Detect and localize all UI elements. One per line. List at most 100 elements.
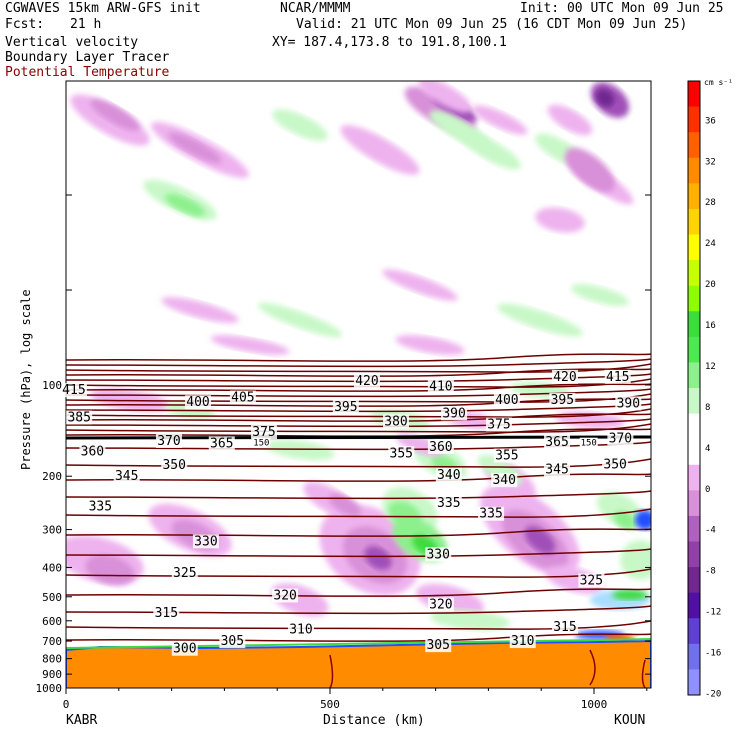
colorbar-label: 32 bbox=[705, 157, 716, 167]
theta-label: 390 bbox=[442, 406, 465, 421]
colorbar-label: 16 bbox=[705, 321, 716, 331]
colorbar-swatch bbox=[688, 464, 700, 491]
theta-contour-labels: 415 400 405 420 410 400 395 420 415 390 395 390 385 3… bbox=[60, 369, 642, 657]
theta-label: 375 bbox=[252, 425, 275, 440]
colorbar-swatch bbox=[688, 183, 700, 210]
header-center: NCAR/MMMM bbox=[280, 1, 351, 16]
theta-contour bbox=[66, 548, 651, 558]
theta-contour bbox=[66, 358, 651, 368]
colorbar-label: -8 bbox=[705, 567, 716, 577]
theta-contour bbox=[66, 588, 651, 597]
theta-label: 410 bbox=[429, 379, 452, 394]
theta-contour bbox=[66, 508, 651, 518]
theta-label: 300 bbox=[173, 642, 196, 657]
station-right: KOUN bbox=[614, 713, 645, 728]
w-shading-cell bbox=[429, 110, 491, 150]
theta-label: 375 bbox=[487, 417, 510, 432]
theta-label: 340 bbox=[437, 468, 460, 483]
theta-label: 360 bbox=[81, 445, 104, 460]
w-shading-cell bbox=[168, 132, 222, 164]
w-shading-cell bbox=[612, 590, 648, 600]
theta-label: 325 bbox=[173, 566, 196, 581]
theta-label: 340 bbox=[492, 473, 515, 488]
colorbar-swatch bbox=[688, 388, 700, 415]
tropopause-label: 150 bbox=[253, 439, 269, 449]
theta-contour bbox=[66, 418, 651, 428]
header-field-tracer: Boundary Layer Tracer bbox=[5, 50, 170, 65]
theta-label: 325 bbox=[580, 574, 603, 589]
colorbar-swatch bbox=[688, 439, 700, 466]
theta-contour bbox=[66, 633, 651, 642]
theta-contour bbox=[66, 368, 651, 377]
theta-contour bbox=[66, 528, 651, 537]
theta-contour bbox=[66, 353, 651, 362]
theta-label: 395 bbox=[334, 400, 357, 415]
w-shading-cell bbox=[272, 109, 328, 141]
theta-label: 420 bbox=[355, 374, 378, 389]
colorbar-swatch bbox=[688, 643, 700, 670]
colorbar: 36 32 28 24 20 16 12 8 4 0 -4 -8 -12 -16 -20 bbox=[687, 80, 721, 699]
theta-label: 350 bbox=[162, 458, 185, 473]
tropopause-label: 150 bbox=[581, 439, 597, 449]
colorbar-swatch bbox=[688, 132, 700, 159]
colorbar-label: 20 bbox=[705, 280, 716, 290]
colorbar-swatch bbox=[688, 157, 700, 184]
colorbar-swatch bbox=[688, 669, 700, 696]
colorbar-swatch bbox=[688, 592, 700, 619]
colorbar-units: cm s⁻¹ bbox=[704, 78, 733, 87]
colorbar-swatch bbox=[688, 208, 700, 235]
w-shading-cell bbox=[257, 302, 343, 338]
theta-contour bbox=[66, 363, 651, 373]
colorbar-swatch bbox=[688, 618, 700, 645]
w-shading-cell bbox=[570, 284, 630, 306]
colorbar-label: -12 bbox=[705, 608, 721, 618]
colorbar-label: 24 bbox=[705, 239, 716, 249]
w-shading-cell bbox=[164, 193, 206, 217]
terrain-contour bbox=[329, 649, 646, 688]
y-tick-label: 400 bbox=[42, 561, 62, 574]
theta-label: 420 bbox=[553, 370, 576, 385]
theta-label: 310 bbox=[511, 634, 534, 649]
theta-label: 365 bbox=[210, 437, 233, 452]
theta-label: 380 bbox=[384, 415, 407, 430]
w-shading-cell bbox=[524, 526, 556, 554]
w-shading-cell bbox=[595, 89, 615, 107]
theta-label: 355 bbox=[390, 446, 413, 461]
theta-label: 315 bbox=[155, 606, 178, 621]
w-shading-cell bbox=[340, 125, 420, 175]
theta-contour bbox=[66, 620, 651, 630]
w-shading-cell bbox=[90, 99, 140, 131]
colorbar-swatch bbox=[688, 311, 700, 338]
header-field-vertical-velocity: Vertical velocity bbox=[5, 35, 139, 50]
colorbar-label: 0 bbox=[705, 485, 710, 495]
y-tick-label: 1000 bbox=[36, 682, 63, 695]
y-axis-label: Pressure (hPa), log scale bbox=[19, 289, 33, 470]
x-axis: 0 500 1000 bbox=[63, 688, 648, 711]
colorbar-swatch bbox=[688, 515, 700, 542]
theta-label: 320 bbox=[273, 588, 296, 603]
y-tick-label: 700 bbox=[42, 635, 62, 648]
y-tick-label: 800 bbox=[42, 653, 62, 666]
w-shading-cell bbox=[613, 510, 637, 530]
y-tick-label: 500 bbox=[42, 591, 62, 604]
theta-label: 335 bbox=[89, 500, 112, 515]
theta-label: 395 bbox=[551, 393, 574, 408]
w-shading-cell bbox=[535, 207, 585, 233]
theta-label: 305 bbox=[426, 638, 449, 653]
theta-label: 415 bbox=[606, 370, 629, 385]
w-shading-cell bbox=[161, 297, 239, 323]
w-shading-cell bbox=[472, 105, 528, 135]
colorbar-swatch bbox=[688, 106, 700, 133]
x-tick-label: 500 bbox=[320, 698, 340, 711]
colorbar-label: 8 bbox=[705, 403, 710, 413]
w-shading-cell bbox=[85, 555, 135, 585]
w-shading-cell bbox=[395, 335, 465, 355]
colorbar-label: 28 bbox=[705, 198, 716, 208]
theta-label: 400 bbox=[186, 395, 209, 410]
colorbar-swatch bbox=[688, 567, 700, 594]
theta-label: 365 bbox=[545, 435, 568, 450]
theta-label: 385 bbox=[67, 410, 90, 425]
colorbar-label: -16 bbox=[705, 649, 721, 659]
tracer-edge bbox=[66, 638, 651, 649]
